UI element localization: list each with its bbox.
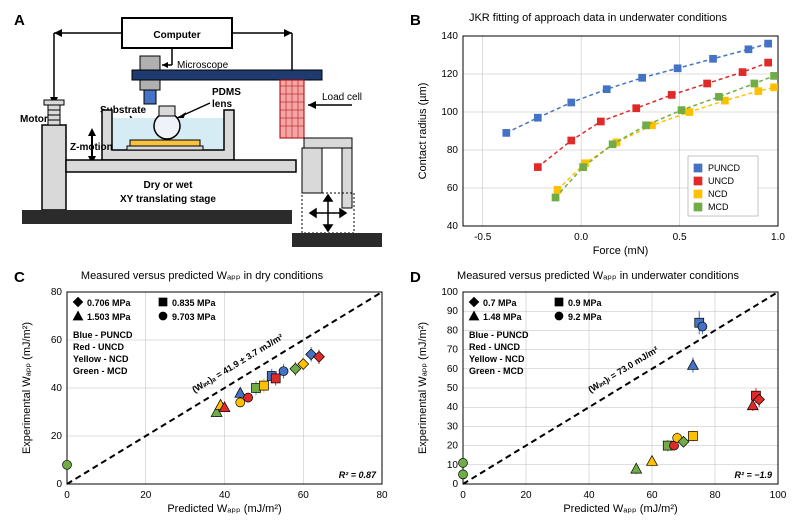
svg-text:Yellow - NCD: Yellow - NCD	[73, 354, 129, 364]
svg-text:1.503 MPa: 1.503 MPa	[87, 312, 132, 322]
svg-text:Dry or wet: Dry or wet	[144, 180, 194, 191]
panel-a: A Computer Microscope	[10, 10, 394, 261]
svg-text:20: 20	[140, 490, 152, 501]
svg-text:Experimental Wₐₚₚ (mJ/m²): Experimental Wₐₚₚ (mJ/m²)	[21, 322, 33, 454]
panel-b-title: JKR fitting of approach data in underwat…	[406, 12, 790, 24]
svg-text:Green - MCD: Green - MCD	[73, 366, 128, 376]
svg-text:Load cell: Load cell	[322, 92, 362, 103]
svg-text:Experimental Wₐₚₚ (mJ/m²): Experimental Wₐₚₚ (mJ/m²)	[417, 322, 429, 454]
svg-text:Contact radius (µm): Contact radius (µm)	[417, 83, 429, 180]
schematic-svg: Computer Microscope	[10, 10, 394, 260]
svg-text:lens: lens	[212, 99, 232, 110]
svg-text:0: 0	[452, 479, 458, 490]
svg-text:PDMS: PDMS	[212, 87, 241, 98]
svg-text:Force (mN): Force (mN)	[593, 245, 649, 257]
svg-text:-0.5: -0.5	[474, 232, 492, 243]
svg-text:80: 80	[376, 490, 388, 501]
svg-text:0: 0	[56, 479, 62, 490]
svg-text:0: 0	[460, 490, 466, 501]
panel-b-label: B	[410, 12, 421, 29]
svg-text:80: 80	[709, 490, 721, 501]
svg-text:XY translating stage: XY translating stage	[120, 194, 216, 205]
svg-text:Motor: Motor	[20, 114, 48, 125]
svg-text:PUNCD: PUNCD	[708, 163, 741, 173]
svg-text:Green - MCD: Green - MCD	[469, 366, 524, 376]
svg-text:60: 60	[51, 335, 63, 346]
svg-text:140: 140	[441, 31, 458, 42]
svg-text:60: 60	[447, 364, 459, 375]
svg-text:UNCD: UNCD	[708, 176, 734, 186]
svg-text:1.48 MPa: 1.48 MPa	[483, 312, 523, 322]
svg-text:9.703 MPa: 9.703 MPa	[172, 312, 217, 322]
svg-text:1.0: 1.0	[771, 232, 785, 243]
panel-b-chart: 40 60 80 100 120 140 -0.5 0.0 0.5 1.0 PUNCD UNCD NCD…	[406, 26, 790, 261]
svg-text:40: 40	[219, 490, 231, 501]
figure-grid: A Computer Microscope	[10, 10, 790, 519]
panel-d-title: Measured versus predicted Wₐₚₚ in underw…	[406, 269, 790, 282]
svg-text:Blue - PUNCD: Blue - PUNCD	[469, 330, 529, 340]
svg-text:60: 60	[447, 183, 459, 194]
panel-c: C Measured versus predicted Wₐₚₚ in dry …	[10, 267, 394, 519]
svg-text:90: 90	[447, 306, 459, 317]
svg-text:(Wᵢₙₜ)ₗ = 73.0 mJ/m²: (Wᵢₙₜ)ₗ = 73.0 mJ/m²	[586, 344, 660, 394]
svg-text:60: 60	[646, 490, 658, 501]
svg-text:20: 20	[520, 490, 532, 501]
svg-text:30: 30	[447, 421, 459, 432]
panel-d-chart: 0 10 20 30 40 50 60 70 80 90 100 0 20 40 60 80 100 (Wᵢₙₜ)…	[406, 284, 790, 519]
svg-text:0.7 MPa: 0.7 MPa	[483, 298, 518, 308]
panel-d: D Measured versus predicted Wₐₚₚ in unde…	[406, 267, 790, 519]
panel-c-title: Measured versus predicted Wₐₚₚ in dry co…	[10, 269, 394, 282]
svg-text:Yellow - NCD: Yellow - NCD	[469, 354, 525, 364]
svg-text:0.5: 0.5	[673, 232, 687, 243]
svg-text:60: 60	[298, 490, 310, 501]
svg-text:Predicted Wₐₚₚ (mJ/m²): Predicted Wₐₚₚ (mJ/m²)	[563, 503, 677, 515]
svg-text:(Wᵢₙₜ)ₐ = 41.9 ± 3.7 mJ/m²: (Wᵢₙₜ)ₐ = 41.9 ± 3.7 mJ/m²	[190, 332, 285, 395]
svg-text:10: 10	[447, 460, 459, 471]
panel-a-label: A	[14, 12, 25, 29]
panel-c-chart: 0 20 40 60 80 0 20 40 60 80 (Wᵢₙₜ)ₐ = 41.9 ± 3.7 m…	[10, 284, 394, 519]
svg-text:0.835 MPa: 0.835 MPa	[172, 298, 217, 308]
svg-text:80: 80	[447, 145, 459, 156]
svg-text:80: 80	[447, 325, 459, 336]
svg-text:Red - UNCD: Red - UNCD	[469, 342, 520, 352]
svg-text:70: 70	[447, 345, 459, 356]
svg-text:Computer: Computer	[153, 30, 200, 41]
svg-text:40: 40	[447, 402, 459, 413]
svg-text:80: 80	[51, 287, 63, 298]
svg-text:Red - UNCD: Red - UNCD	[73, 342, 124, 352]
svg-text:Microscope: Microscope	[177, 60, 229, 71]
svg-text:20: 20	[447, 441, 459, 452]
svg-text:0.9 MPa: 0.9 MPa	[568, 298, 603, 308]
svg-text:40: 40	[583, 490, 595, 501]
svg-text:40: 40	[51, 383, 63, 394]
svg-text:R² = 0.87: R² = 0.87	[339, 470, 377, 480]
svg-text:0.706 MPa: 0.706 MPa	[87, 298, 132, 308]
svg-text:120: 120	[441, 69, 458, 80]
svg-text:NCD: NCD	[708, 189, 728, 199]
svg-text:MCD: MCD	[708, 202, 729, 212]
svg-text:50: 50	[447, 383, 459, 394]
svg-text:Blue - PUNCD: Blue - PUNCD	[73, 330, 133, 340]
svg-text:40: 40	[447, 221, 459, 232]
svg-text:9.2 MPa: 9.2 MPa	[568, 312, 603, 322]
svg-text:R² = −1.9: R² = −1.9	[734, 470, 772, 480]
svg-text:100: 100	[770, 490, 787, 501]
panel-b: B JKR fitting of approach data in underw…	[406, 10, 790, 261]
svg-text:20: 20	[51, 431, 63, 442]
svg-text:100: 100	[441, 287, 458, 298]
svg-text:0: 0	[64, 490, 70, 501]
svg-text:100: 100	[441, 107, 458, 118]
svg-text:Predicted Wₐₚₚ (mJ/m²): Predicted Wₐₚₚ (mJ/m²)	[167, 503, 281, 515]
panel-d-label: D	[410, 269, 421, 286]
panel-c-label: C	[14, 269, 25, 286]
svg-text:0.0: 0.0	[574, 232, 588, 243]
